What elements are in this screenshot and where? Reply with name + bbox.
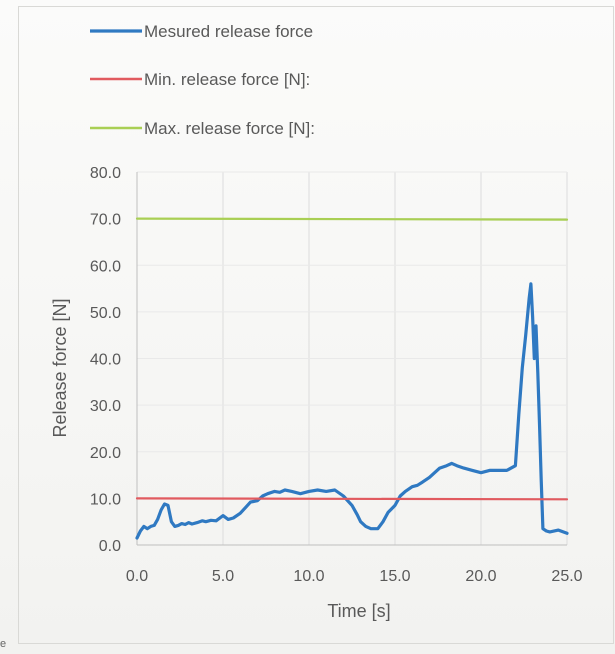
x-tick-label: 15.0 bbox=[379, 568, 410, 585]
y-tick-label: 80.0 bbox=[90, 165, 121, 182]
y-tick-label: 20.0 bbox=[90, 445, 121, 462]
y-tick-label: 10.0 bbox=[90, 491, 121, 508]
series-line-1 bbox=[135, 282, 569, 540]
y-tick-label: 30.0 bbox=[90, 398, 121, 415]
series-lines bbox=[135, 217, 569, 540]
x-tick-label: 25.0 bbox=[551, 568, 582, 585]
legend-label: Max. release force [N]: bbox=[144, 119, 315, 138]
chart-frame bbox=[18, 6, 614, 644]
legend: Mesured release force Min. release force … bbox=[90, 22, 315, 138]
x-tick-label: 0.0 bbox=[126, 568, 148, 585]
y-tick-labels: 0.0 10.0 20.0 30.0 40.0 50.0 60.0 70.0 80.0 bbox=[90, 165, 121, 555]
legend-label: Mesured release force bbox=[144, 22, 313, 41]
grid bbox=[137, 171, 568, 545]
y-tick-label: 60.0 bbox=[90, 258, 121, 275]
x-axis-label: Time [s] bbox=[327, 601, 390, 621]
x-tick-label: 10.0 bbox=[293, 568, 324, 585]
x-tick-label: 20.0 bbox=[465, 568, 496, 585]
y-tick-label: 0.0 bbox=[99, 538, 121, 555]
y-axis-label: Release force [N] bbox=[50, 298, 70, 437]
y-tick-label: 70.0 bbox=[90, 212, 121, 229]
x-tick-labels: 0.0 5.0 10.0 15.0 20.0 25.0 bbox=[126, 568, 583, 585]
y-tick-label: 50.0 bbox=[90, 305, 121, 322]
corner-mark: e bbox=[0, 638, 7, 650]
series-line-2 bbox=[135, 497, 569, 501]
y-tick-label: 40.0 bbox=[90, 352, 121, 369]
x-tick-label: 5.0 bbox=[212, 568, 234, 585]
legend-label: Min. release force [N]: bbox=[144, 70, 310, 89]
axes bbox=[136, 172, 567, 546]
series-line-3 bbox=[135, 217, 569, 221]
